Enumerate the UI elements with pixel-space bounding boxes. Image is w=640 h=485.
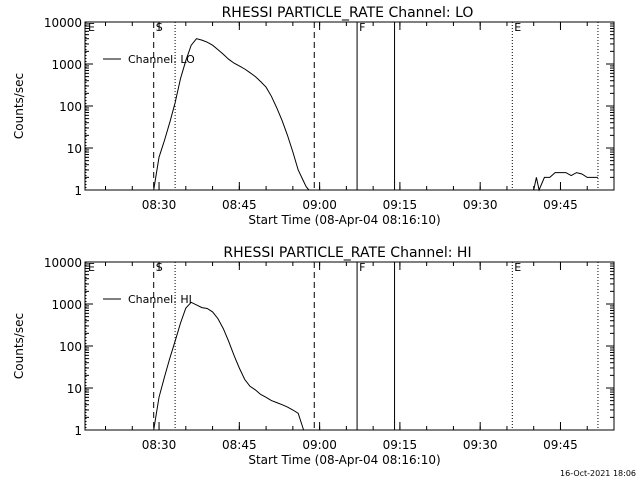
y-tick-label: 1000 [51, 58, 82, 72]
series-line [153, 301, 305, 431]
x-tick-label: 09:00 [302, 438, 337, 452]
y-tick-label: 10000 [44, 16, 82, 30]
x-tick-label: 09:15 [383, 438, 418, 452]
series-line [153, 38, 310, 191]
x-tick-label: 09:45 [543, 438, 578, 452]
y-tick-label: 1000 [51, 298, 82, 312]
x-axis-label: Start Time (08-Apr-04 08:16:10) [248, 213, 440, 227]
chart-title: RHESSI PARTICLE_RATE Channel: HI [223, 245, 471, 261]
x-tick-label: 09:45 [543, 198, 578, 212]
y-tick-label: 100 [59, 100, 82, 114]
x-tick-label: 08:45 [222, 198, 257, 212]
y-tick-label: 1 [74, 424, 82, 438]
chart-panel-hi: RHESSI PARTICLE_RATE Channel: HI Counts/s… [12, 245, 615, 467]
chart-panel-lo: RHESSI PARTICLE_RATE Channel: LO Counts/s… [12, 5, 615, 227]
y-axis-label: Counts/sec [12, 313, 26, 379]
series-line [533, 172, 598, 192]
chart-title: RHESSI PARTICLE_RATE Channel: LO [222, 5, 474, 21]
y-tick-label: 100 [59, 340, 82, 354]
x-tick-label: 09:00 [302, 198, 337, 212]
plot-frame [84, 261, 615, 431]
event-marker-label: E [88, 21, 95, 34]
x-tick-label: 08:45 [222, 438, 257, 452]
legend-label: Channel: HI [128, 293, 192, 306]
x-tick-label: 09:30 [463, 438, 498, 452]
x-tick-label: 08:30 [142, 198, 177, 212]
plot-frame [84, 21, 615, 191]
event-marker-label: E [514, 21, 521, 34]
x-tick-label: 09:30 [463, 198, 498, 212]
event-marker-label: E [514, 261, 521, 274]
y-tick-label: 10 [67, 142, 82, 156]
event-marker-label: F [359, 21, 365, 34]
y-tick-label: 10000 [44, 256, 82, 270]
x-tick-label: 08:30 [142, 438, 177, 452]
x-axis-label: Start Time (08-Apr-04 08:16:10) [248, 453, 440, 467]
event-marker-label: E [88, 261, 95, 274]
event-marker-label: S [156, 21, 163, 34]
y-tick-label: 1 [74, 184, 82, 198]
footer-timestamp: 16-Oct-2021 18:06 [560, 469, 636, 478]
event-marker-label: F [359, 261, 365, 274]
y-tick-label: 10 [67, 382, 82, 396]
y-axis-label: Counts/sec [12, 73, 26, 139]
x-tick-label: 09:15 [383, 198, 418, 212]
legend-label: Channel: LO [128, 53, 195, 66]
event-marker-label: S [156, 261, 163, 274]
